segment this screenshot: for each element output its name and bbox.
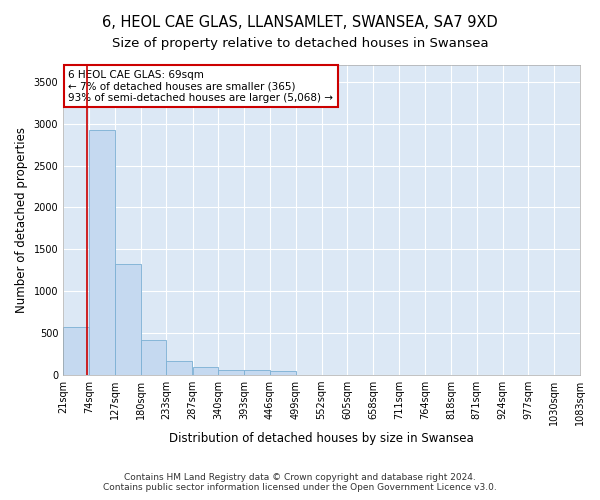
Text: 6 HEOL CAE GLAS: 69sqm
← 7% of detached houses are smaller (365)
93% of semi-det: 6 HEOL CAE GLAS: 69sqm ← 7% of detached … [68,70,334,103]
Text: Contains HM Land Registry data © Crown copyright and database right 2024.
Contai: Contains HM Land Registry data © Crown c… [103,473,497,492]
Bar [115,264,140,375]
X-axis label: Distribution of detached houses by size in Swansea: Distribution of detached houses by size … [169,432,474,445]
Bar [140,340,166,375]
Text: Size of property relative to detached houses in Swansea: Size of property relative to detached ho… [112,38,488,51]
Bar [218,370,244,375]
Bar [244,370,270,375]
Bar [270,371,296,375]
Text: 6, HEOL CAE GLAS, LLANSAMLET, SWANSEA, SA7 9XD: 6, HEOL CAE GLAS, LLANSAMLET, SWANSEA, S… [102,15,498,30]
Bar [63,327,89,375]
Bar [166,361,192,375]
Bar [193,368,218,375]
Y-axis label: Number of detached properties: Number of detached properties [15,127,28,313]
Bar [89,130,115,375]
